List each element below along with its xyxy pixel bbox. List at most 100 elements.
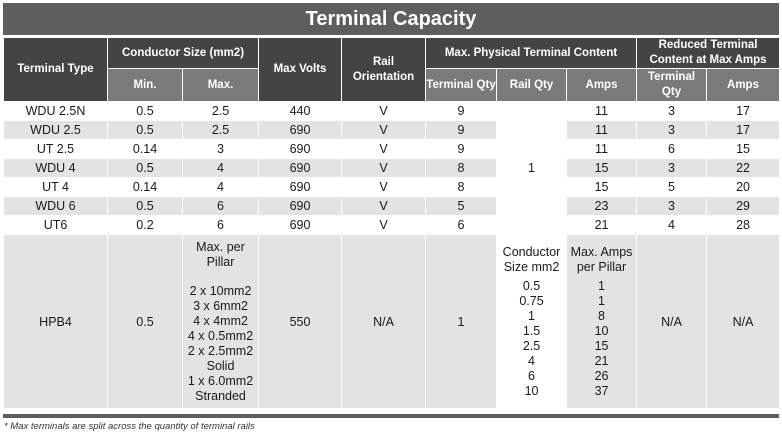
cell-terminal-qty: 8 — [425, 177, 498, 197]
cell-max: 2.5 — [181, 120, 260, 140]
header-rail-orientation: Rail Orientation — [341, 37, 427, 102]
cell-rail-orientation: V — [341, 177, 427, 197]
cell-amps: 15 — [566, 158, 638, 178]
cell-reduced-amps: 17 — [706, 120, 781, 140]
cell-reduced-amps: 17 — [706, 101, 781, 121]
cell-max: 4 — [181, 158, 260, 178]
cell-reduced-amps: 20 — [706, 177, 781, 197]
list-item: 4 x 4mm2 — [193, 313, 248, 328]
cell-max-volts: 550 — [258, 234, 343, 409]
cell-amps: 23 — [566, 196, 638, 216]
max-amps-per-pillar-header: Max. Amps per Pillar — [570, 244, 633, 274]
cell-reduced-amps: 28 — [706, 215, 781, 235]
cell-terminal-qty: 6 — [425, 215, 498, 235]
cell-amps: 21 — [566, 215, 638, 235]
list-item: 26 — [594, 368, 609, 383]
cell-terminal-qty: 9 — [425, 101, 498, 121]
cell-amps: 11 — [566, 120, 638, 140]
list-item: 21 — [594, 353, 609, 368]
table-row: WDU 2.5N 0.5 2.5 440 V 9 1 11 3 17 — [3, 101, 781, 235]
list-item: 37 — [594, 383, 609, 398]
cell-max: 4 — [181, 177, 260, 197]
cell-max: 2.5 — [181, 101, 260, 121]
list-item: 2 x 10mm2 — [189, 283, 252, 298]
list-item: 6 — [528, 368, 535, 383]
cell-terminal-qty: 1 — [425, 234, 498, 409]
cell-reduced-amps: N/A — [706, 234, 781, 409]
cell-min: 0.14 — [107, 177, 183, 197]
cell-reduced-qty: 5 — [636, 177, 708, 197]
cell-max-volts: 690 — [258, 177, 343, 197]
cell-max-volts: 690 — [258, 196, 343, 216]
cell-rail-orientation: V — [341, 215, 427, 235]
cell-max-per-pillar: Max. per Pillar 2 x 10mm2 3 x 6mm2 4 x 4… — [181, 234, 260, 409]
cell-max-volts: 440 — [258, 101, 343, 121]
cell-rail-qty: 1 — [496, 101, 568, 235]
table-row: WDU 2.5 0.5 2.5 690 V 9 11 3 17 — [3, 120, 781, 140]
cell-max-volts: 690 — [258, 139, 343, 159]
cell-rail-orientation: V — [341, 120, 427, 140]
list-item: 15 — [594, 338, 609, 353]
cell-min: 0.2 — [107, 215, 183, 235]
cell-max-volts: 690 — [258, 215, 343, 235]
cell-terminal-qty: 5 — [425, 196, 498, 216]
list-item: 10 — [594, 323, 609, 338]
header-reduced-terminal-qty: Terminal Qty — [636, 68, 708, 102]
cell-terminal-type: UT 4 — [3, 177, 108, 197]
header-max-physical: Max. Physical Terminal Content — [425, 37, 638, 69]
cell-terminal-type: UT 2.5 — [3, 139, 108, 159]
cell-max: 6 — [181, 196, 260, 216]
cell-amps: 11 — [566, 139, 638, 159]
header-max-volts: Max Volts — [258, 37, 343, 102]
bottom-divider — [3, 414, 779, 418]
table-row: WDU 6 0.5 6 690 V 5 23 3 29 — [3, 196, 781, 216]
cell-amps: 11 — [566, 101, 638, 121]
table-row-hpb4: HPB4 0.5 Max. per Pillar 2 x 10mm2 3 x 6… — [3, 234, 781, 409]
cell-terminal-type: WDU 4 — [3, 158, 108, 178]
cell-reduced-qty: 3 — [636, 158, 708, 178]
list-item: 1 — [598, 278, 605, 293]
cell-min: 0.14 — [107, 139, 183, 159]
cell-max: 6 — [181, 215, 260, 235]
list-item: 3 x 6mm2 — [193, 298, 248, 313]
header-amps: Amps — [566, 68, 638, 102]
list-item: 2.5 — [522, 338, 541, 353]
cell-reduced-qty: N/A — [636, 234, 708, 409]
table-row: UT 2.5 0.14 3 690 V 9 11 6 15 — [3, 139, 781, 159]
cell-terminal-qty: 9 — [425, 120, 498, 140]
cell-min: 0.5 — [107, 234, 183, 409]
table-row: UT 4 0.14 4 690 V 8 15 5 20 — [3, 177, 781, 197]
cell-terminal-type: HPB4 — [3, 234, 108, 409]
header-terminal-type: Terminal Type — [3, 37, 108, 102]
cell-min: 0.5 — [107, 101, 183, 121]
cell-conductor-size: Conductor Size mm2 0.5 0.75 1 1.5 2.5 4 … — [496, 234, 568, 409]
list-item: 1 x 6.0mm2 — [187, 373, 254, 388]
table-row: UT6 0.2 6 690 V 6 21 4 28 — [3, 215, 781, 235]
list-item: 4 — [528, 353, 535, 368]
cell-reduced-amps: 15 — [706, 139, 781, 159]
cell-rail-orientation: N/A — [341, 234, 427, 409]
cell-min: 0.5 — [107, 196, 183, 216]
list-item: Stranded — [195, 388, 246, 403]
list-item: 1 — [598, 293, 605, 308]
cell-terminal-qty: 9 — [425, 139, 498, 159]
cell-terminal-type: UT6 — [3, 215, 108, 235]
cell-rail-orientation: V — [341, 101, 427, 121]
header-terminal-qty: Terminal Qty — [425, 68, 498, 102]
cell-rail-orientation: V — [341, 139, 427, 159]
conductor-size-header: Conductor Size mm2 — [502, 244, 561, 274]
header-reduced: Reduced Terminal Content at Max Amps — [636, 37, 781, 69]
cell-reduced-qty: 3 — [636, 120, 708, 140]
terminal-capacity-table: Terminal Type Conductor Size (mm2) Max V… — [3, 37, 781, 409]
list-item: 1 — [528, 308, 535, 323]
cell-terminal-type: WDU 2.5N — [3, 101, 108, 121]
cell-max: 3 — [181, 139, 260, 159]
cell-rail-orientation: V — [341, 158, 427, 178]
cell-rail-orientation: V — [341, 196, 427, 216]
list-item: 0.75 — [519, 293, 544, 308]
header-min: Min. — [107, 68, 183, 102]
list-item: Solid — [206, 358, 235, 373]
list-item: 4 x 0.5mm2 — [187, 328, 254, 343]
cell-max-amps-per-pillar: Max. Amps per Pillar 1 1 8 10 15 21 26 3… — [566, 234, 638, 409]
